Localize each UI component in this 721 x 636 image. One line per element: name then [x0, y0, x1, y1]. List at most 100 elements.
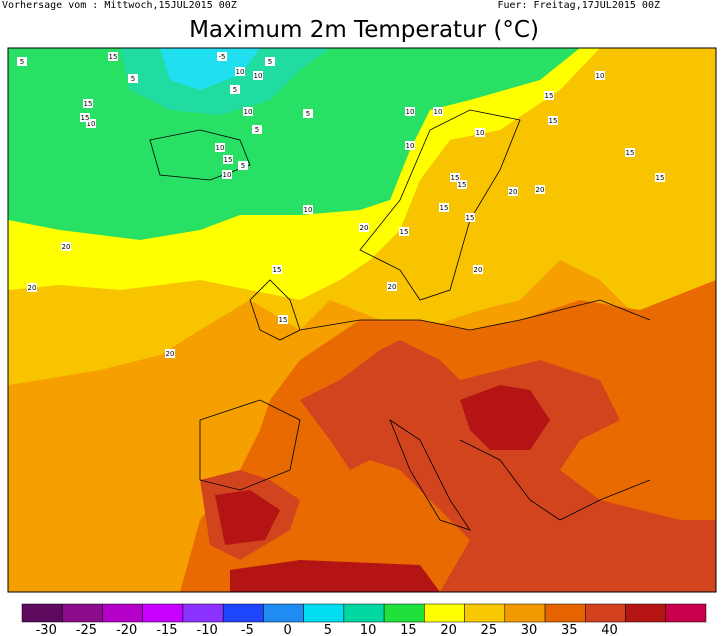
map-frame [7, 47, 717, 593]
contour-label: 15 [273, 266, 282, 274]
colorbar-swatch [504, 603, 546, 623]
contour-label: 20 [536, 186, 545, 194]
contour-label: 10 [434, 108, 443, 116]
contour-label-bg [548, 116, 558, 125]
contour-label: 20 [509, 188, 518, 196]
band-30-35 [300, 340, 716, 592]
forecast-valid: Fuer: Freitag,17JUL2015 00Z [497, 0, 660, 11]
contour-label-bg [230, 85, 240, 94]
colorbar-label: -20 [116, 623, 137, 636]
contour-label: 5 [241, 162, 245, 170]
colorbar-swatch [102, 603, 143, 623]
contour-label: 10 [406, 142, 415, 150]
colorbar-swatch [182, 603, 224, 623]
contour-label-bg [17, 57, 27, 66]
contour-label-bg [278, 315, 288, 324]
contour-label: 15 [545, 92, 554, 100]
contour-label: 10 [476, 129, 485, 137]
contour-label-bg [473, 265, 483, 274]
contour-label-bg [439, 203, 449, 212]
colorbar-swatch [303, 603, 345, 623]
colorbar-swatch [665, 603, 707, 623]
contour-label-bg [238, 161, 248, 170]
contour-label: 15 [451, 174, 460, 182]
contour-label-bg [217, 52, 227, 61]
contour-label-bg [450, 173, 460, 182]
contour-label-bg [215, 143, 225, 152]
contour-label-bg [535, 185, 545, 194]
forecast-base: Vorhersage vom : Mittwoch,15JUL2015 00Z [2, 0, 237, 11]
contour-label-bg [457, 180, 467, 189]
contour-label: 20 [28, 284, 37, 292]
contour-label-bg [222, 170, 232, 179]
colorbar-label: 0 [284, 623, 292, 636]
contour-label: 5 [255, 126, 259, 134]
contour-label: 5 [268, 58, 272, 66]
colorbar-label: 15 [400, 623, 417, 636]
contour-label-bg [235, 67, 245, 76]
contour-label: 10 [406, 108, 415, 116]
contour-label: 10 [216, 144, 225, 152]
contour-label: 20 [166, 350, 175, 358]
contour-label-bg [544, 91, 554, 100]
colorbar-label: -10 [197, 623, 218, 636]
colorbar-swatch [424, 603, 465, 623]
contour-label: 15 [81, 114, 90, 122]
colorbar-label: 35 [561, 623, 578, 636]
contour-label-bg [83, 99, 93, 108]
contour-label: 15 [109, 53, 118, 61]
colorbar-label: 40 [601, 623, 618, 636]
contour-label: 10 [87, 120, 96, 128]
contour-label-bg [655, 173, 665, 182]
contour-label-bg [475, 128, 485, 137]
contour-label: 10 [236, 68, 245, 76]
contour-label-bg [595, 71, 605, 80]
colorbar-swatch [383, 603, 425, 623]
contour-label-bg [508, 187, 518, 196]
colorbar-swatch [585, 603, 626, 623]
contour-label-bg [303, 109, 313, 118]
contour-label-bg [223, 155, 233, 164]
contour-label: 5 [306, 110, 310, 118]
contour-label-bg [86, 119, 96, 128]
contour-label-bg [128, 74, 138, 83]
contour-label: -5 [219, 53, 226, 61]
band-35-40-africa [230, 560, 440, 592]
contour-label-bg [243, 107, 253, 116]
contour-label: 10 [304, 206, 313, 214]
band-35-40-iberia [215, 490, 280, 545]
colorbar-label: 20 [440, 623, 457, 636]
contour-label: 15 [84, 100, 93, 108]
colorbar-label: 5 [324, 623, 332, 636]
contour-label-bg [625, 148, 635, 157]
colorbar-label: 30 [521, 623, 538, 636]
contour-label: 20 [62, 243, 71, 251]
band-35-40 [460, 385, 550, 450]
contour-label: 15 [224, 156, 233, 164]
contour-label-bg [61, 242, 71, 251]
contour-label: 10 [596, 72, 605, 80]
contour-label: 10 [244, 108, 253, 116]
colorbar-swatch [544, 603, 586, 623]
contour-label: 15 [440, 204, 449, 212]
contour-label-bg [359, 223, 369, 232]
contour-label: 5 [20, 58, 24, 66]
colorbar-label: -25 [76, 623, 97, 636]
colorbar-swatch [142, 603, 184, 623]
band-m5-0 [160, 48, 260, 90]
contour-label: 15 [549, 117, 558, 125]
contour-label: 20 [360, 224, 369, 232]
contour-label-bg [27, 283, 37, 292]
contour-label: 15 [400, 228, 409, 236]
contour-label: 20 [388, 283, 397, 291]
contour-label-bg [405, 141, 415, 150]
contour-label-bg [165, 349, 175, 358]
contour-label: 10 [223, 171, 232, 179]
contour-label: 15 [458, 181, 467, 189]
colorbar-swatch [21, 603, 63, 623]
contour-label-bg [303, 205, 313, 214]
colorbar-swatch [263, 603, 304, 623]
contour-label-bg [465, 213, 475, 222]
colorbar-swatch [343, 603, 385, 623]
